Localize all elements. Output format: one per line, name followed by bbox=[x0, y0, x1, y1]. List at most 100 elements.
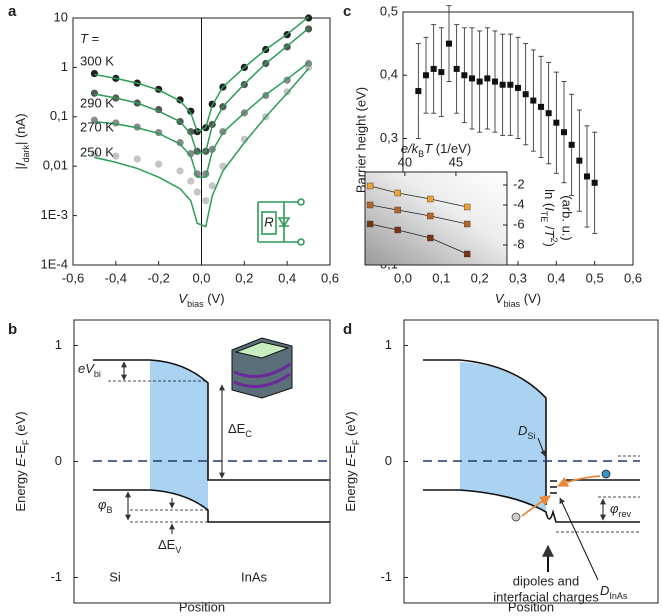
data-point bbox=[187, 149, 195, 158]
data-point bbox=[461, 72, 468, 79]
band-shapes-b bbox=[93, 337, 330, 534]
inset-y-label-unit: (arb. u.) bbox=[560, 195, 575, 241]
band-label-part: C bbox=[245, 429, 252, 439]
x-tick-label: 0,1 bbox=[432, 270, 450, 285]
data-point bbox=[522, 91, 529, 98]
x-tick-label: 0,4 bbox=[278, 270, 296, 285]
data-point bbox=[499, 81, 506, 88]
x-tick-label: 0,3 bbox=[509, 270, 527, 285]
data-point bbox=[112, 152, 120, 160]
data-point bbox=[90, 149, 99, 158]
y-tick-label: 1E-4 bbox=[41, 256, 68, 271]
x-tick-label: -0,4 bbox=[105, 270, 127, 285]
panel-letter: a bbox=[8, 3, 17, 20]
series-label: 300 K bbox=[80, 53, 114, 68]
x-tick-label: -0,2 bbox=[147, 270, 169, 285]
data-point bbox=[187, 177, 195, 185]
inset-point bbox=[463, 220, 471, 228]
y-tick-label: 1 bbox=[55, 337, 62, 352]
annotation-part: = bbox=[88, 31, 99, 46]
data-point bbox=[208, 182, 216, 190]
y-tick-label: 0 bbox=[55, 453, 62, 468]
y-tick-label: 0 bbox=[385, 453, 392, 468]
y-axis-label: Barrier height (eV) bbox=[353, 87, 368, 193]
y-tick-label: -6 bbox=[513, 216, 525, 231]
data-point bbox=[568, 141, 575, 148]
data-point bbox=[176, 96, 184, 104]
x-axis-label-part: V bbox=[178, 291, 188, 306]
x-tick-label: 0,2 bbox=[235, 270, 253, 285]
y-axis-label-part: (eV) bbox=[343, 411, 358, 439]
y-tick-label: 0,1 bbox=[50, 108, 68, 123]
inset-point bbox=[427, 212, 434, 220]
band-label: ΔEV bbox=[158, 537, 181, 555]
x-axis-label-part: bias bbox=[187, 299, 204, 309]
band-label-part: bi bbox=[94, 369, 101, 379]
inset-line bbox=[370, 204, 468, 225]
band-label-part: B bbox=[106, 505, 112, 515]
data-point bbox=[133, 155, 141, 163]
x-axis-label-part: (V) bbox=[204, 291, 225, 306]
data-point bbox=[584, 173, 590, 180]
inset-point bbox=[366, 220, 374, 228]
series-label: 270 K bbox=[80, 119, 114, 134]
band-shapes-d bbox=[423, 359, 640, 581]
band-label-part: Si bbox=[527, 431, 535, 441]
inset-point bbox=[427, 195, 434, 203]
data-point bbox=[155, 160, 163, 168]
inset-line bbox=[370, 185, 468, 208]
panel-letter: b bbox=[8, 321, 17, 338]
data-point bbox=[484, 75, 491, 82]
x-axis-label-part: (V) bbox=[520, 291, 541, 306]
band-label-part: φ bbox=[610, 501, 619, 516]
region-label: InAs bbox=[241, 569, 268, 584]
y-axis-label-part: I bbox=[13, 162, 28, 166]
band-label-part: ΔE bbox=[158, 537, 176, 552]
x-axis-label: Vbias (V) bbox=[495, 291, 541, 309]
data-point bbox=[553, 119, 560, 126]
inset-y-label-part: 2 bbox=[549, 238, 559, 243]
inset-y-label-part: TE bbox=[539, 211, 549, 223]
circuit-label: R bbox=[264, 214, 273, 229]
y-axis-label: |Idark| (nA) bbox=[13, 113, 31, 169]
panel-letter: c bbox=[343, 3, 351, 20]
y-tick-label: -4 bbox=[513, 196, 525, 211]
x-tick-label: 0,0 bbox=[394, 270, 412, 285]
band-label: DInAs bbox=[600, 583, 628, 601]
y-tick-label: 0,3 bbox=[380, 130, 398, 145]
data-point bbox=[304, 14, 313, 22]
inset-point bbox=[463, 250, 471, 258]
band-label: eVbi bbox=[78, 361, 101, 379]
data-point bbox=[576, 157, 583, 164]
y-tick-label: 10 bbox=[54, 9, 68, 24]
y-tick-label: 0,01 bbox=[43, 158, 68, 173]
y-axis-label: Energy E-EF (eV) bbox=[343, 411, 361, 511]
data-point bbox=[453, 65, 460, 72]
x-tick-label: 0,0 bbox=[192, 270, 210, 285]
y-axis-label-part: | bbox=[13, 166, 28, 169]
inset-y-label-part: / bbox=[542, 222, 557, 230]
data-point bbox=[530, 97, 537, 104]
y-axis-label-part: F bbox=[351, 439, 361, 445]
band-label-part: D bbox=[600, 583, 609, 598]
y-tick-label: 0,5 bbox=[380, 3, 398, 18]
data-point bbox=[492, 78, 498, 85]
data-point bbox=[561, 129, 567, 136]
x-axis-label-part: V bbox=[495, 291, 505, 306]
x-tick-label: 0,5 bbox=[586, 270, 604, 285]
data-point bbox=[515, 84, 521, 91]
data-point bbox=[90, 69, 99, 78]
panel-letter: d bbox=[343, 321, 352, 338]
data-point bbox=[538, 103, 544, 110]
data-point bbox=[176, 139, 184, 147]
band-label-part: rev bbox=[618, 509, 631, 519]
data-point bbox=[176, 167, 184, 175]
y-axis-label-part: | (nA) bbox=[13, 113, 28, 145]
data-point bbox=[476, 78, 483, 85]
data-point bbox=[415, 88, 422, 95]
x-tick-label: 0,6 bbox=[321, 270, 339, 285]
band-label: ΔEC bbox=[228, 421, 252, 439]
data-point bbox=[187, 107, 195, 115]
y-axis-label-part: Energy bbox=[13, 467, 28, 512]
